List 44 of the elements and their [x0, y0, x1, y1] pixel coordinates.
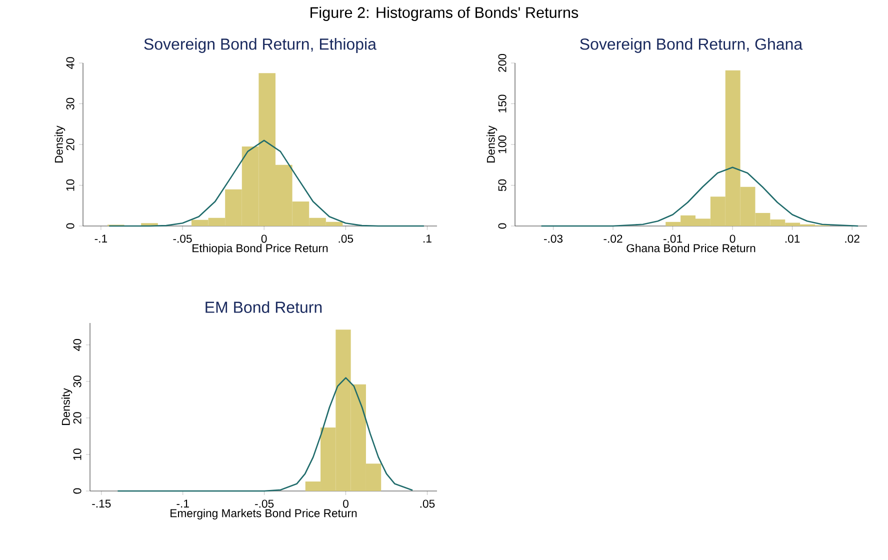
x-tick-label: 0	[343, 500, 348, 508]
x-axis-title: Emerging Markets Bond Price Return	[170, 508, 357, 520]
y-tick-label: 100	[498, 135, 506, 154]
x-tick-label: -.03	[544, 234, 563, 243]
y-tick-label: 0	[66, 223, 74, 229]
chart-title: Sovereign Bond Return, Ethiopia	[144, 38, 376, 53]
y-tick-label: 40	[73, 339, 82, 351]
line-series	[108, 140, 425, 227]
chart-title: EM Bond Return	[206, 301, 322, 313]
y-axis-title: Density	[486, 126, 498, 162]
x-tick-label: -.1	[94, 234, 108, 243]
y-tick-label: 150	[498, 94, 506, 112]
y-tick-label: 10	[66, 179, 74, 191]
x-tick-label: -.1	[176, 500, 189, 508]
y-tick-label: 20	[66, 138, 74, 150]
text: Figure 2: Histograms of Bonds' Returns	[310, 6, 578, 21]
y-axis-title: Density	[54, 126, 66, 162]
x-tick-label: .01	[785, 234, 800, 243]
line-series	[540, 166, 859, 227]
x-axis-title: Ethiopia Bond Price Return	[192, 244, 328, 254]
x-tick-label: -.01	[664, 234, 682, 243]
x-tick-label: 0	[261, 234, 267, 243]
chart-title: Sovereign Bond Return, Ghana	[580, 38, 803, 53]
x-tick-label: .02	[845, 234, 860, 243]
y-axis-title: Density	[62, 388, 72, 425]
y-tick-label: 50	[498, 179, 506, 192]
y-tick-label: 200	[498, 54, 506, 72]
y-tick-label: 20	[73, 412, 82, 424]
x-tick-label: -.05	[255, 500, 274, 508]
x-tick-label: .05	[420, 500, 435, 508]
y-tick-label: 40	[66, 57, 74, 70]
y-tick-label: 30	[66, 98, 74, 110]
x-tick-label: -.15	[92, 500, 111, 508]
x-tick-label: 0	[730, 234, 736, 243]
x-tick-label: -.02	[604, 234, 622, 243]
x-tick-label: -.05	[173, 234, 192, 243]
y-tick-label: 10	[73, 448, 82, 460]
y-tick-label: 30	[73, 376, 82, 388]
y-tick-label: 0	[73, 488, 82, 494]
y-tick-label: 0	[498, 223, 506, 229]
x-tick-label: .1	[424, 234, 432, 243]
x-axis-title: Ghana Bond Price Return	[626, 244, 756, 252]
x-tick-label: .05	[338, 234, 354, 243]
line-series	[117, 377, 414, 492]
